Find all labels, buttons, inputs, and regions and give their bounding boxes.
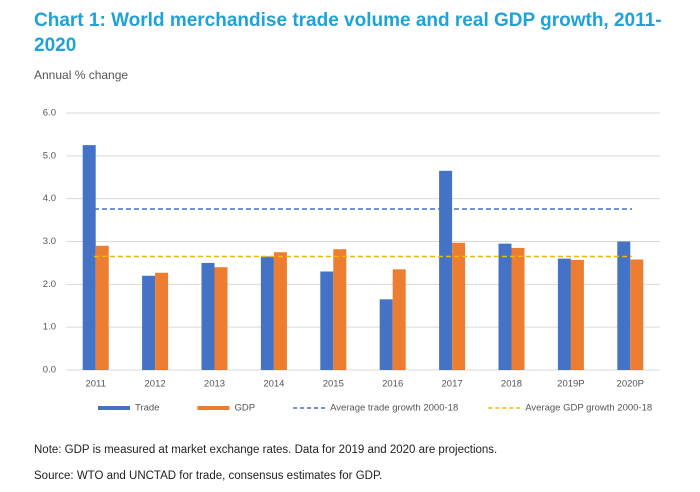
y-tick-label: 6.0 — [43, 108, 56, 119]
legend-label: GDP — [234, 403, 255, 414]
x-tick-label: 2014 — [263, 379, 284, 390]
bar — [452, 242, 466, 370]
source: Source: WTO and UNCTAD for trade, consen… — [34, 470, 383, 482]
bar — [557, 258, 571, 370]
bar — [82, 145, 96, 370]
legend-label: Average GDP growth 2000-18 — [525, 403, 652, 414]
y-tick-label: 2.0 — [43, 279, 56, 290]
x-tick-label: 2013 — [204, 379, 225, 390]
x-tick-label: 2012 — [145, 379, 166, 390]
bar — [155, 272, 169, 370]
x-tick-label: 2020P — [617, 379, 644, 390]
bar — [201, 262, 215, 370]
y-tick-label: 0.0 — [43, 365, 56, 376]
x-tick-label: 2011 — [85, 379, 105, 390]
bar — [630, 259, 644, 370]
bar — [273, 252, 287, 370]
y-tick-label: 1.0 — [43, 322, 56, 333]
bar — [333, 249, 347, 370]
bar — [439, 170, 453, 370]
chart-subtitle: Annual % change — [34, 68, 129, 82]
note: Note: GDP is measured at market exchange… — [34, 444, 498, 456]
y-tick-label: 3.0 — [43, 236, 56, 247]
bar — [617, 241, 631, 370]
x-tick-label: 2019P — [557, 379, 584, 390]
y-tick-label: 5.0 — [43, 150, 56, 161]
bar — [511, 247, 525, 370]
x-tick-label: 2015 — [323, 379, 344, 390]
chart-title: Chart 1: World merchandise trade volume … — [34, 10, 662, 56]
bar — [142, 275, 156, 370]
legend-label: Average trade growth 2000-18 — [330, 403, 458, 414]
bar — [570, 259, 584, 370]
bar — [379, 299, 393, 370]
x-tick-label: 2016 — [382, 379, 403, 390]
bar — [214, 267, 228, 370]
legend-label: Trade — [135, 403, 159, 414]
bar — [320, 271, 334, 370]
y-tick-label: 4.0 — [43, 193, 56, 204]
bar — [95, 245, 109, 370]
bar — [392, 269, 406, 370]
x-tick-label: 2018 — [501, 379, 522, 390]
bar — [260, 256, 274, 370]
x-tick-label: 2017 — [442, 379, 463, 390]
bar — [498, 243, 512, 370]
